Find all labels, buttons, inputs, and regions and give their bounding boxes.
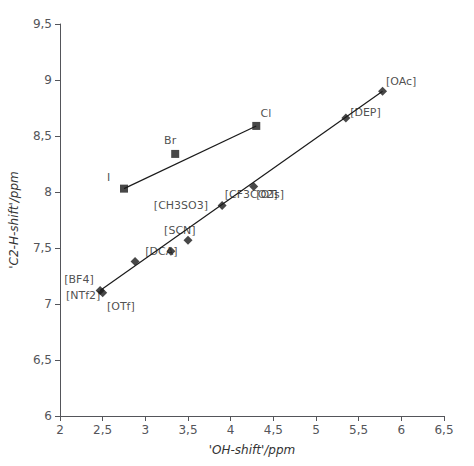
svg-text:6: 6	[44, 409, 52, 423]
svg-text:'C2-H-shift'/ppm: 'C2-H-shift'/ppm	[7, 171, 21, 268]
svg-text:7: 7	[44, 297, 52, 311]
svg-text:2,5: 2,5	[93, 423, 112, 437]
svg-text:[DEP]: [DEP]	[350, 106, 381, 119]
svg-text:[NTf2]: [NTf2]	[66, 289, 100, 302]
svg-text:6,5: 6,5	[33, 353, 52, 367]
svg-text:[BF4]: [BF4]	[64, 273, 93, 286]
svg-text:'OH-shift'/ppm: 'OH-shift'/ppm	[209, 443, 295, 457]
svg-text:Cl: Cl	[261, 107, 272, 120]
svg-text:[DCA]: [DCA]	[145, 245, 177, 258]
svg-text:3: 3	[142, 423, 150, 437]
svg-text:[CH3SO3]: [CH3SO3]	[154, 199, 208, 212]
svg-text:5: 5	[312, 423, 320, 437]
svg-text:6: 6	[398, 423, 406, 437]
svg-text:[OAc]: [OAc]	[386, 75, 416, 88]
svg-text:[SCN]: [SCN]	[164, 224, 195, 237]
svg-text:4: 4	[227, 423, 235, 437]
svg-text:[CF3CO2]: [CF3CO2]	[224, 187, 278, 201]
svg-text:8: 8	[44, 185, 52, 199]
svg-text:Br: Br	[164, 134, 177, 147]
svg-text:8,5: 8,5	[33, 129, 52, 143]
svg-text:6,5: 6,5	[434, 423, 453, 437]
svg-text:3,5: 3,5	[178, 423, 197, 437]
svg-text:7,5: 7,5	[33, 241, 52, 255]
svg-text:I: I	[107, 171, 110, 184]
svg-text:[OTs]: [OTs]	[256, 188, 284, 201]
svg-text:9,5: 9,5	[33, 17, 52, 31]
svg-text:2: 2	[56, 423, 64, 437]
svg-text:[OTf]: [OTf]	[107, 300, 135, 313]
svg-text:5,5: 5,5	[349, 423, 368, 437]
svg-text:9: 9	[44, 73, 52, 87]
svg-text:4,5: 4,5	[264, 423, 283, 437]
